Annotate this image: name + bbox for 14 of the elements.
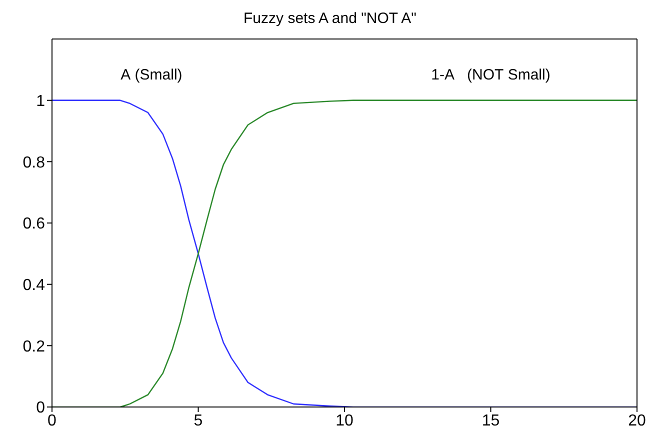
y-tick-label: 0.8 [22,154,46,172]
y-tick-label: 0 [36,400,46,417]
chart-title: Fuzzy sets A and "NOT A" [242,9,418,29]
y-tick-label: 0.6 [22,216,46,233]
y-tick-label: 0.2 [22,338,46,356]
x-tick-label: 0 [48,412,57,430]
y-tick-label: 0.4 [22,277,46,294]
x-tick-label: 20 [628,412,646,430]
y-tick-label: 1 [36,93,46,110]
series-label: 1-A (NOT Small) [431,66,550,84]
x-tick-label: 5 [194,412,203,430]
x-tick-label: 10 [336,412,354,430]
x-tick-label: 15 [482,412,500,430]
series-label: A (Small) [120,66,182,84]
